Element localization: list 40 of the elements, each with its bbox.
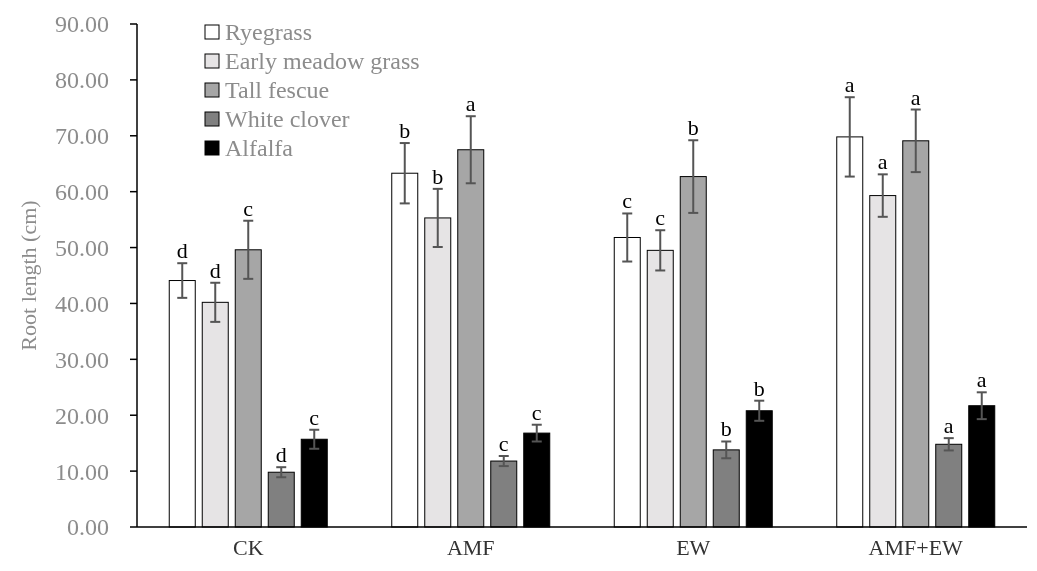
x-tick-label: CK [232, 535, 264, 560]
y-tick-label: 10.00 [55, 458, 109, 485]
y-tick-label: 70.00 [55, 123, 109, 150]
annotation: a [465, 91, 476, 117]
y-tick-label: 20.00 [55, 402, 109, 429]
annotation: c [622, 188, 633, 214]
y-tick-label: 80.00 [55, 67, 109, 94]
x-tick-label: EW [676, 535, 711, 560]
annotation: b [753, 375, 765, 401]
annotation: a [844, 72, 855, 98]
annotation: a [976, 367, 987, 393]
annotation: b [720, 416, 732, 442]
annotation: b [432, 163, 444, 189]
annotation: c [309, 404, 320, 430]
legend-label: Ryegrass [225, 19, 313, 46]
annotation: d [209, 257, 221, 283]
annotation: a [910, 84, 921, 110]
y-tick-label: 30.00 [55, 346, 109, 373]
legend-label: White clover [225, 106, 350, 133]
y-tick-label: 40.00 [55, 290, 109, 317]
annotation: c [498, 431, 509, 457]
y-tick-label: 50.00 [55, 234, 109, 261]
annotation: d [275, 442, 287, 468]
legend-label: Early meadow grass [225, 48, 420, 75]
annotation: b [687, 115, 699, 141]
annotation: c [243, 195, 254, 221]
annotation: c [655, 205, 666, 231]
y-axis-title: Root length (cm) [16, 200, 41, 351]
legend-label: Tall fescue [225, 77, 330, 104]
y-tick-label: 60.00 [55, 179, 109, 206]
y-tick-label: 0.00 [67, 514, 109, 541]
legend-label: Alfalfa [225, 135, 294, 162]
x-tick-label: AMF [446, 535, 495, 560]
annotation: d [176, 238, 188, 264]
x-tick-label: AMF+EW [868, 535, 964, 560]
annotation: a [877, 149, 888, 175]
y-tick-label: 90.00 [55, 11, 109, 38]
annotation: a [943, 413, 954, 439]
annotation: b [399, 118, 411, 144]
annotation: c [531, 399, 542, 425]
